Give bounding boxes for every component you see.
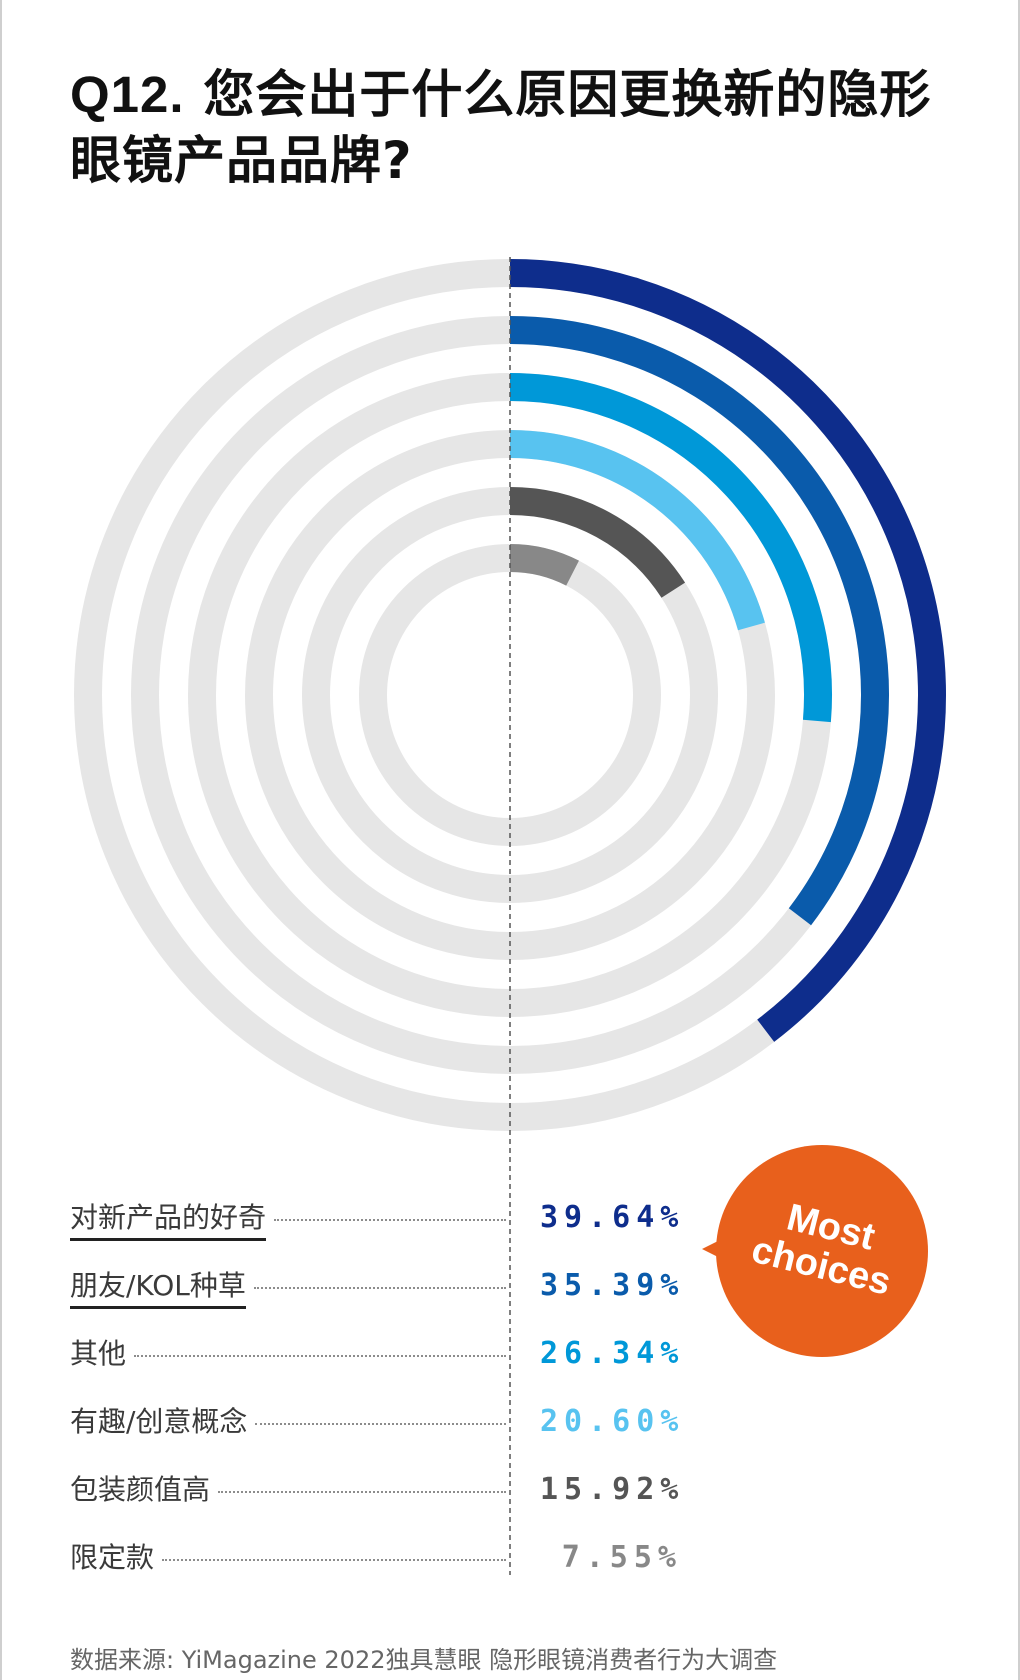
legend-label-5: 包装颜值高 bbox=[70, 1468, 210, 1512]
chart-title: Q12. 您会出于什么原因更换新的隐形 眼镜产品品牌? bbox=[70, 62, 970, 195]
category-text-4: 有趣/创意概念 bbox=[70, 1405, 248, 1438]
question-number: Q12. bbox=[70, 66, 185, 123]
legend-label-6: 限定款 bbox=[70, 1536, 154, 1580]
leader-line-1 bbox=[274, 1219, 506, 1221]
leader-line-6 bbox=[162, 1559, 506, 1561]
category-text-1: 对新产品的好奇 bbox=[70, 1201, 267, 1241]
category-text-2: 朋友/KOL种草 bbox=[70, 1269, 246, 1309]
title-line-2: 眼镜产品品牌? bbox=[70, 132, 413, 191]
data-source: 数据来源: YiMagazine 2022独具慧眼 隐形眼镜消费者行为大调查 bbox=[70, 1646, 778, 1674]
badge-text: Most choices bbox=[739, 1189, 914, 1305]
legend-label-3: 其他 bbox=[70, 1332, 126, 1376]
ring-arc-3 bbox=[509, 373, 832, 723]
ring-arc-5 bbox=[509, 487, 686, 598]
category-text-3: 其他 bbox=[70, 1337, 127, 1370]
ring-arc-1 bbox=[509, 259, 946, 1042]
radial-bar-chart bbox=[74, 257, 946, 1575]
frame-border-left bbox=[0, 0, 2, 1680]
leader-line-5 bbox=[218, 1491, 506, 1493]
ring-arc-4 bbox=[509, 430, 765, 631]
ring-arc-2 bbox=[509, 316, 889, 926]
value-label-4: 20.60% bbox=[540, 1404, 685, 1439]
legend-label-2: 朋友/KOL种草 bbox=[70, 1264, 246, 1309]
leader-line-2 bbox=[253, 1287, 506, 1289]
leader-line-3 bbox=[134, 1355, 506, 1357]
title-line-1: 您会出于什么原因更换新的隐形 bbox=[203, 66, 932, 125]
most-choices-badge: Most choices bbox=[716, 1145, 928, 1357]
leader-line-4 bbox=[255, 1423, 506, 1425]
value-label-2: 35.39% bbox=[540, 1268, 685, 1303]
category-text-5: 包装颜值高 bbox=[70, 1473, 211, 1506]
value-label-3: 26.34% bbox=[540, 1336, 685, 1371]
value-label-5: 15.92% bbox=[540, 1472, 685, 1507]
ring-arc-6 bbox=[509, 544, 579, 586]
legend-label-4: 有趣/创意概念 bbox=[70, 1400, 247, 1444]
legend-label-1: 对新产品的好奇 bbox=[70, 1196, 267, 1241]
value-label-1: 39.64% bbox=[540, 1200, 685, 1235]
value-label-6: 7.55% bbox=[561, 1540, 682, 1575]
frame-border-right bbox=[1018, 0, 1020, 1680]
category-text-6: 限定款 bbox=[70, 1541, 155, 1574]
